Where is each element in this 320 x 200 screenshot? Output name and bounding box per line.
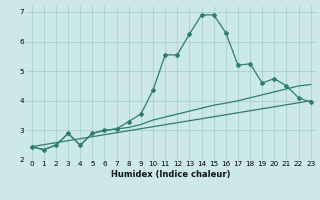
- X-axis label: Humidex (Indice chaleur): Humidex (Indice chaleur): [111, 170, 231, 179]
